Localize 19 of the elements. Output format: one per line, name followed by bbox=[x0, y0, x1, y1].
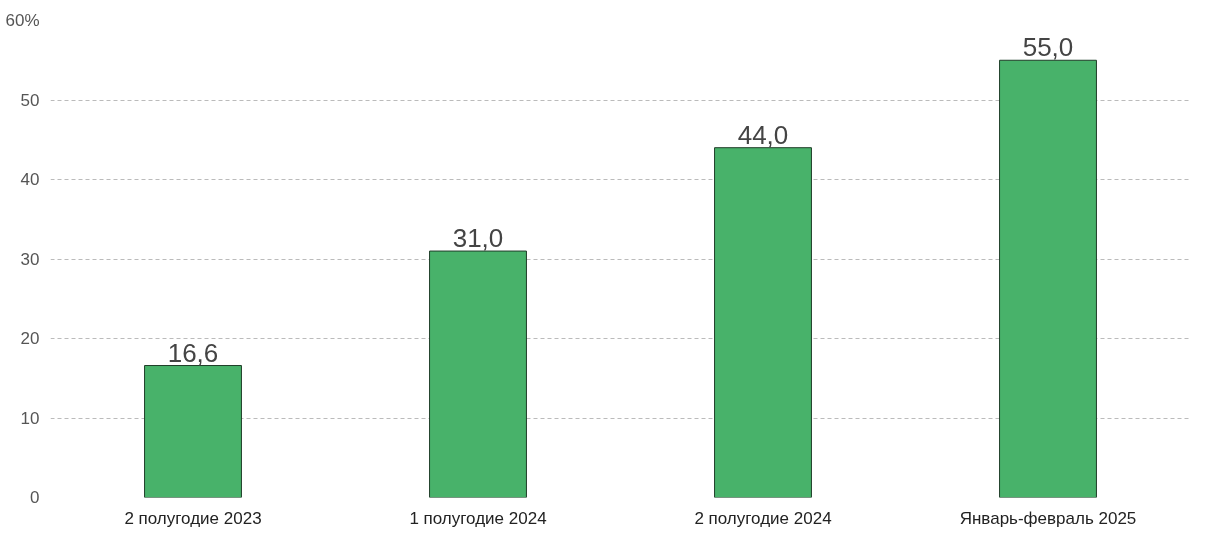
y-tick-label: 10 bbox=[20, 408, 40, 428]
bar bbox=[999, 59, 1097, 498]
data-label: 31,0 bbox=[452, 223, 504, 254]
bar bbox=[144, 365, 242, 498]
bar bbox=[714, 147, 812, 498]
data-label: 16,6 bbox=[167, 337, 219, 368]
y-tick-label: 30 bbox=[20, 249, 40, 269]
x-tick-label: Январь-февраль 2025 bbox=[959, 508, 1137, 528]
y-tick-label: 50 bbox=[20, 90, 40, 110]
y-tick-label: 60% bbox=[5, 11, 40, 30]
bar bbox=[429, 250, 527, 498]
x-tick-label: 1 полугодие 2024 bbox=[409, 508, 547, 528]
y-tick-label: 20 bbox=[20, 329, 40, 348]
data-label: 44,0 bbox=[737, 119, 789, 150]
y-tick-label: 40 bbox=[20, 170, 40, 189]
y-tick-label: 0 bbox=[30, 488, 40, 507]
data-label: 55,0 bbox=[1022, 32, 1074, 63]
x-tick-label: 2 полугодие 2023 bbox=[124, 508, 262, 528]
x-tick-label: 2 полугодие 2024 bbox=[694, 508, 832, 528]
